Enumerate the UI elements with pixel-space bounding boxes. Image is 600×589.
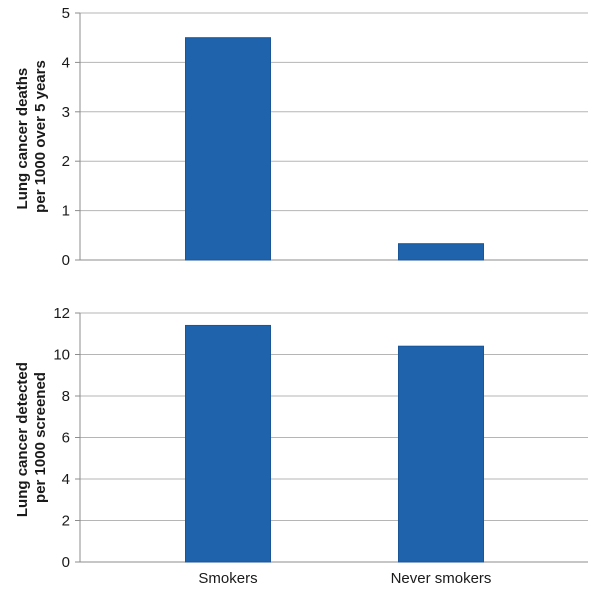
- bottom-chart-category-label: Smokers: [198, 570, 257, 587]
- top-chart-y-tick-label: 2: [62, 153, 70, 170]
- bottom-chart-gridlines: [80, 312, 588, 521]
- bottom-chart-bar-smokers: [185, 324, 271, 563]
- top-chart-y-tick-label: 5: [62, 5, 70, 22]
- bottom-chart-y-axis-title-line-1: Lung cancer detected: [14, 362, 31, 517]
- bottom-chart-y-tick-label: 0: [62, 554, 70, 571]
- bottom-chart-panel: 0 2 4 6 8 10 12 Smokers Never smokers Lung canc…: [14, 305, 588, 587]
- top-chart-y-tick-label: 0: [62, 252, 70, 269]
- top-chart-gridlines: [80, 12, 588, 212]
- bottom-chart-y-tick-label: 4: [62, 471, 70, 488]
- top-chart-y-tick-label: 1: [62, 203, 70, 220]
- bottom-chart-bars: [185, 324, 484, 563]
- top-chart-y-axis-title: Lung cancer deaths per 1000 over 5 years: [14, 60, 49, 213]
- top-chart-bars: [185, 37, 484, 261]
- top-chart-y-tick-label: 4: [62, 54, 70, 71]
- bottom-chart-y-ticks: 0 2 4 6 8 10 12: [53, 305, 80, 571]
- top-chart-bar-smokers: [185, 37, 271, 261]
- bottom-chart-bar-never-smokers: [398, 345, 484, 563]
- bottom-chart-y-tick-label: 2: [62, 513, 70, 530]
- top-chart-y-axis-title-line-1: Lung cancer deaths: [14, 68, 31, 210]
- top-chart-y-tick-label: 3: [62, 104, 70, 121]
- bottom-chart-category-labels: Smokers Never smokers: [198, 570, 491, 587]
- top-chart-y-ticks: 0 1 2 3 4 5: [62, 5, 80, 269]
- top-chart-bar-never-smokers: [398, 243, 484, 261]
- bottom-chart-y-axis-title: Lung cancer detected per 1000 screened: [14, 358, 49, 517]
- bottom-chart-y-tick-label: 8: [62, 388, 70, 405]
- bottom-chart-y-tick-label: 10: [53, 347, 70, 364]
- bottom-chart-y-tick-label: 6: [62, 430, 70, 447]
- top-chart-y-axis-title-line-2: per 1000 over 5 years: [32, 60, 49, 213]
- bottom-chart-category-label: Never smokers: [391, 570, 492, 587]
- bottom-chart-y-axis-title-line-2: per 1000 screened: [32, 372, 49, 503]
- top-chart-panel: 0 1 2 3 4 5 Lung cancer deaths per 1000 over …: [14, 5, 588, 269]
- top-chart-axis: [79, 13, 588, 261]
- bottom-chart-y-tick-label: 12: [53, 305, 70, 322]
